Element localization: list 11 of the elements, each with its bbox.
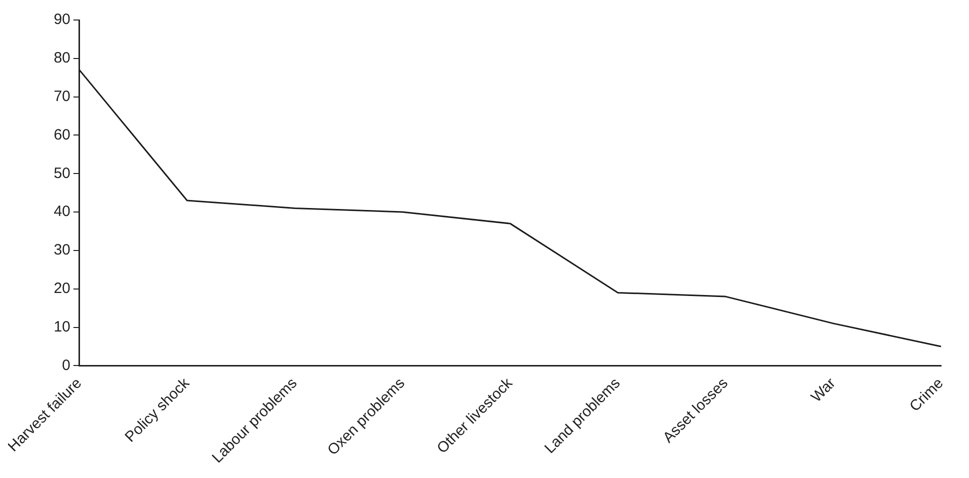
y-tick-label: 10 — [54, 318, 70, 336]
y-tick-label: 80 — [54, 50, 70, 67]
y-tick-label: 30 — [54, 242, 70, 259]
y-tick-label: 60 — [54, 126, 70, 144]
x-tick-label: War — [808, 374, 840, 406]
y-tick-label: 50 — [54, 164, 70, 182]
y-tick-label: 70 — [54, 88, 70, 105]
y-tick-label: 20 — [54, 280, 70, 297]
y-tick-label: 40 — [54, 203, 70, 220]
y-tick-label: 90 — [54, 11, 70, 28]
y-tick-label: 0 — [62, 356, 70, 374]
